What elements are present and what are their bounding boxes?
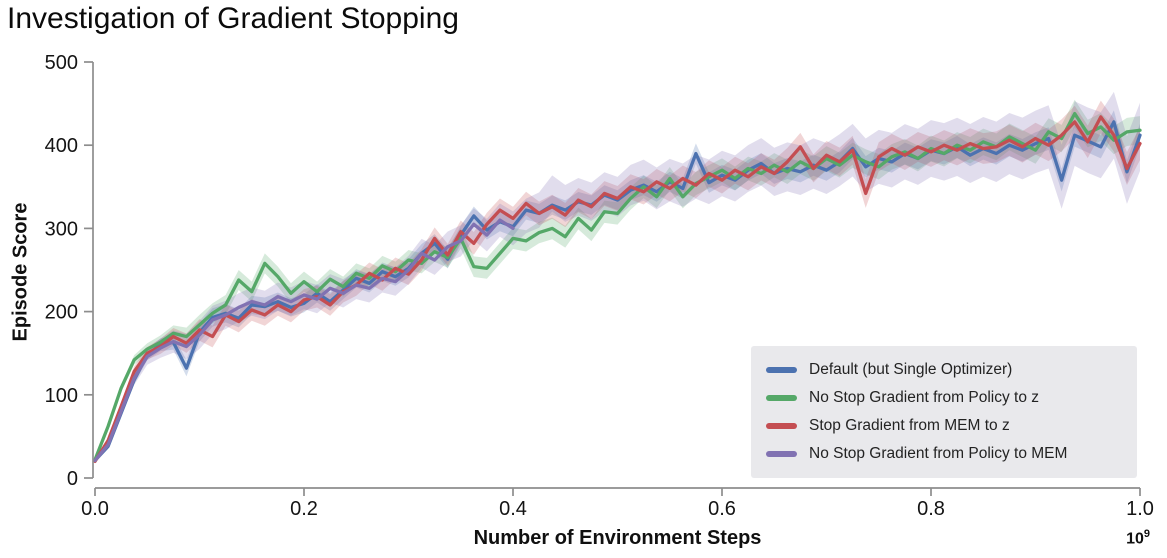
- x-tick-label: 1.0: [1126, 498, 1154, 520]
- y-tick-label: 400: [45, 135, 78, 157]
- confidence-band: [95, 100, 1140, 464]
- legend-item: Stop Gradient from MEM to z: [751, 412, 1137, 440]
- y-tick-label: 200: [45, 302, 78, 324]
- x-axis-label: Number of Environment Steps: [473, 527, 762, 549]
- legend-item: No Stop Gradient from Policy to MEM: [751, 440, 1137, 468]
- legend-line-swatch: [766, 367, 797, 373]
- legend-item: No Stop Gradient from Policy to z: [751, 384, 1137, 412]
- series-line: [93, 218, 515, 463]
- legend: Default (but Single Optimizer) No Stop Gr…: [751, 346, 1137, 478]
- x-tick-label: 0.6: [708, 498, 736, 520]
- y-tick-label: 300: [45, 218, 78, 240]
- confidence-band: [95, 110, 1140, 463]
- series-line: [93, 111, 1142, 462]
- legend-label: No Stop Gradient from Policy to z: [809, 389, 1040, 406]
- legend-item: Default (but Single Optimizer): [751, 356, 1137, 384]
- series-line: [93, 115, 1142, 464]
- y-tick-label: 100: [45, 385, 78, 407]
- legend-line-swatch: [766, 423, 797, 429]
- x-tick-label: 0.4: [499, 498, 527, 520]
- legend-line-swatch: [766, 451, 797, 457]
- x-tick-label: 0.2: [290, 498, 318, 520]
- chart-title: Investigation of Gradient Stopping: [7, 2, 459, 35]
- x-tick-label: 0.0: [81, 498, 109, 520]
- y-axis-label: Episode Score: [9, 202, 32, 342]
- confidence-band: [95, 91, 1140, 463]
- x-tick-label: 0.8: [917, 498, 945, 520]
- y-tick-label: 500: [45, 52, 78, 74]
- legend-line-swatch: [766, 395, 797, 401]
- x-axis-offset-exponent: 109: [1126, 528, 1150, 548]
- legend-label: Stop Gradient from MEM to z: [809, 417, 1010, 434]
- y-tick-label: 0: [67, 468, 78, 490]
- legend-label: Default (but Single Optimizer): [809, 361, 1013, 378]
- legend-label: No Stop Gradient from Policy to MEM: [809, 445, 1068, 462]
- series-line: [93, 120, 1142, 463]
